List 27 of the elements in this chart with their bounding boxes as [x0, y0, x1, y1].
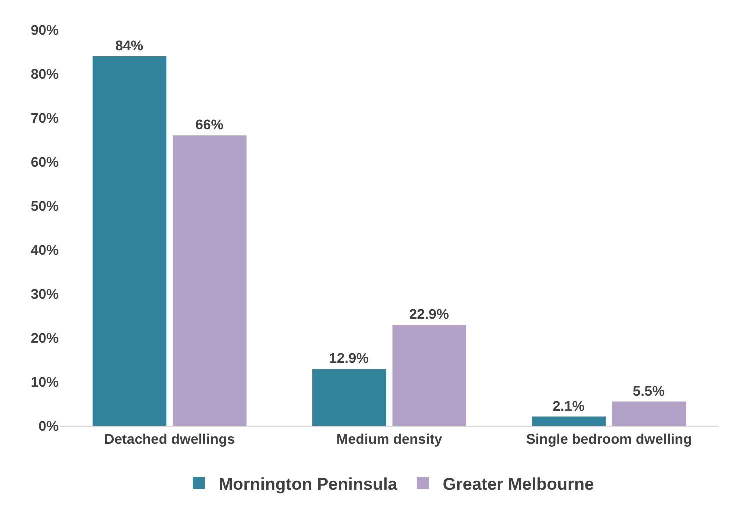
y-tick-label: 40% [30, 242, 60, 258]
y-tick-label: 30% [30, 286, 60, 302]
data-label: 66% [196, 116, 224, 133]
y-tick-label: 80% [30, 66, 60, 82]
bar [312, 369, 386, 426]
x-tick-label: Detached dwellings [104, 430, 236, 447]
data-label: 84% [115, 37, 144, 54]
bar [392, 325, 466, 426]
y-tick-label: 90% [30, 22, 60, 38]
legend-label: Greater Melbourne [443, 474, 594, 494]
bar [532, 416, 606, 426]
y-tick-label: 70% [30, 110, 60, 126]
y-tick-label: 0% [38, 418, 60, 434]
bar [173, 136, 247, 426]
bar [612, 402, 686, 426]
data-label: 12.9% [329, 350, 370, 366]
y-tick-label: 50% [30, 198, 60, 214]
x-tick-label: Single bedroom dwelling [526, 430, 692, 447]
y-tick-label: 60% [30, 154, 60, 170]
bar [92, 56, 167, 426]
y-tick-label: 10% [30, 374, 60, 390]
data-label: 2.1% [552, 398, 586, 414]
legend-label: Mornington Peninsula [219, 474, 398, 494]
x-tick-label: Medium density [336, 430, 443, 447]
data-label: 22.9% [409, 306, 450, 322]
data-label: 5.5% [633, 382, 666, 399]
y-tick-label: 20% [30, 330, 60, 346]
